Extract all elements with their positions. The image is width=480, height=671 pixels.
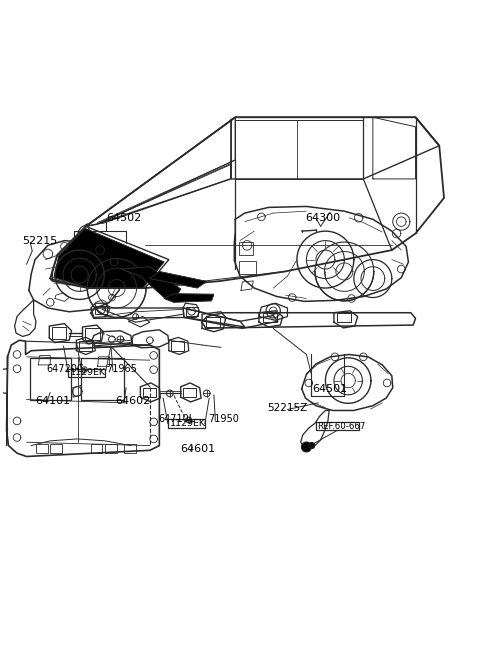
- Bar: [50, 444, 62, 453]
- Polygon shape: [121, 266, 180, 297]
- Polygon shape: [54, 228, 164, 288]
- Bar: [30, 358, 71, 399]
- Text: 71950: 71950: [208, 413, 239, 423]
- Text: 64502: 64502: [106, 213, 142, 223]
- Bar: [168, 419, 205, 428]
- Bar: [239, 260, 256, 274]
- Polygon shape: [150, 272, 207, 288]
- Bar: [105, 444, 117, 453]
- Text: 52215Z: 52215Z: [267, 403, 308, 413]
- Text: 64601: 64601: [180, 444, 216, 454]
- Polygon shape: [302, 442, 311, 452]
- Bar: [36, 444, 48, 453]
- Bar: [263, 313, 277, 322]
- Bar: [316, 422, 359, 430]
- Bar: [85, 328, 99, 340]
- Bar: [186, 307, 198, 315]
- Text: 52215: 52215: [22, 236, 57, 246]
- Bar: [52, 327, 66, 340]
- Text: 71965: 71965: [106, 364, 137, 374]
- Text: 64300: 64300: [305, 213, 341, 223]
- Text: 1129EK: 1129EK: [170, 419, 206, 428]
- Bar: [143, 388, 156, 397]
- Bar: [183, 388, 196, 397]
- Polygon shape: [309, 443, 314, 448]
- Polygon shape: [164, 294, 214, 303]
- Text: 64710L: 64710L: [158, 413, 195, 423]
- Bar: [206, 317, 220, 327]
- Bar: [96, 305, 107, 314]
- Bar: [91, 444, 102, 453]
- Text: 64101: 64101: [35, 396, 70, 406]
- Bar: [171, 341, 184, 351]
- Bar: [124, 444, 136, 453]
- Bar: [68, 368, 105, 377]
- Bar: [337, 313, 351, 322]
- Text: 64501: 64501: [312, 384, 347, 394]
- Bar: [239, 242, 253, 255]
- Text: REF.60-667: REF.60-667: [317, 421, 366, 431]
- Bar: [79, 341, 92, 351]
- Text: 1129EK: 1129EK: [70, 368, 106, 378]
- Text: 64602: 64602: [116, 396, 151, 406]
- Text: 64720C: 64720C: [47, 364, 84, 374]
- Bar: [81, 358, 124, 399]
